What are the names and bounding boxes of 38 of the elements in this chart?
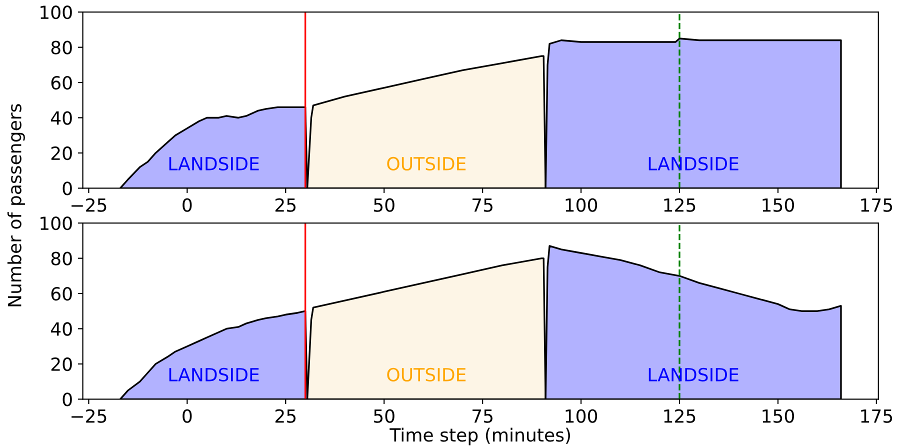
y-tick-label: 100: [40, 6, 72, 20]
x-tick-label: 0: [182, 198, 192, 212]
x-tick-label: 25: [275, 409, 296, 423]
y-tick-label: 80: [51, 40, 72, 54]
annotation: LANDSIDE: [648, 156, 738, 171]
x-tick-label: 50: [374, 198, 394, 212]
y-tick-label: 60: [51, 76, 72, 90]
y-tick-label: 100: [40, 216, 72, 230]
y-tick-label: 20: [51, 146, 72, 160]
x-tick-label: 100: [566, 409, 598, 423]
x-tick-label: 175: [861, 409, 892, 423]
y-tick-label: 40: [50, 322, 72, 336]
x-tick-label: −25: [72, 409, 106, 423]
x-tick-label: 150: [762, 198, 794, 212]
annotation: LANDSIDE: [169, 156, 259, 171]
x-tick-label: 150: [762, 409, 794, 423]
y-tick-label: 0: [62, 182, 72, 196]
annotation: OUTSIDE: [387, 368, 466, 382]
y-tick-label: 20: [51, 357, 72, 372]
y-tick-label: 60: [51, 286, 72, 301]
x-axis-title: Time step (minutes): [390, 428, 570, 446]
x-tick-label: 125: [664, 198, 696, 212]
x-tick-label: −25: [72, 198, 106, 212]
x-tick-label: 175: [861, 198, 892, 212]
annotation: OUTSIDE: [387, 156, 466, 171]
y-axis-title: Number of passengers: [7, 104, 25, 306]
y-tick-label: 0: [62, 392, 72, 406]
x-tick-label: 50: [374, 409, 394, 423]
x-tick-label: 75: [472, 409, 492, 423]
x-tick-label: 100: [566, 198, 598, 212]
x-tick-label: 0: [182, 409, 192, 423]
annotation: LANDSIDE: [648, 368, 738, 382]
annotation: LANDSIDE: [169, 368, 259, 382]
x-tick-label: 25: [275, 198, 296, 212]
y-tick-label: 80: [51, 252, 72, 266]
x-tick-label: 125: [664, 409, 696, 423]
x-tick-label: 75: [472, 198, 492, 212]
y-tick-label: 40: [50, 111, 72, 125]
